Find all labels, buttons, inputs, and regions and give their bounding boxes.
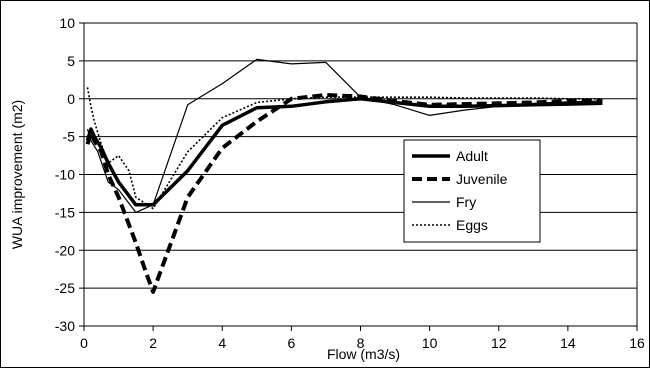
legend-label-eggs: Eggs [456,217,488,233]
legend-label-adult: Adult [456,148,488,164]
x-tick-label: 6 [287,335,295,351]
legend: Adult Juvenile Fry Eggs [403,139,541,243]
y-tick-label: -10 [55,167,75,183]
y-tick-label: -30 [55,318,75,334]
legend-label-juvenile: Juvenile [456,171,508,187]
y-tick-label: -20 [55,242,75,258]
x-axis-title: Flow (m3/s) [327,346,400,362]
series-line-fry [86,58,603,213]
series-line-juvenile [85,93,603,294]
series-group [85,58,603,294]
x-tick-label: 14 [560,335,576,351]
y-tick-label: 0 [67,91,75,107]
x-tick-label: 4 [218,335,226,351]
y-axis-title: WUA improvement (m2) [9,100,25,249]
x-tick-label: 16 [629,335,645,351]
y-tick-label: -15 [55,204,75,220]
legend-label-fry: Fry [456,194,476,210]
y-tick-label: -25 [55,280,75,296]
x-tick-label: 8 [357,335,365,351]
x-tick-label: 10 [422,335,438,351]
x-tick-label: 2 [149,335,157,351]
y-tick-label: 5 [67,53,75,69]
x-tick-label: 0 [80,335,88,351]
x-tick-label: 12 [491,335,507,351]
y-tick-label: 10 [59,15,75,31]
series-line-eggs [86,87,603,210]
y-tick-label: -5 [63,129,76,145]
